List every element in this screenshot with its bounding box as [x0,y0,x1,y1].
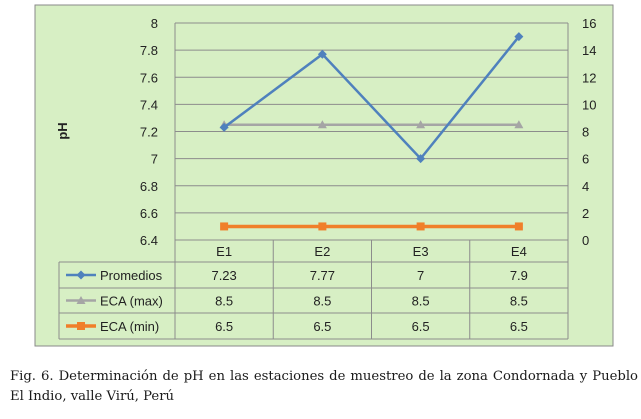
caption-text: Determinación de pH en las estaciones de… [10,369,638,404]
y-right-tick-label: 0 [582,233,589,248]
data-point-promedios [416,154,426,164]
y-left-tick-label: 6.6 [140,206,158,221]
table-value: 8.5 [313,294,331,309]
data-point-eca-min [220,222,229,231]
data-point-eca-min [514,222,523,231]
y-right-tick-label: 8 [582,125,589,140]
chart: 8 16 7.8 14 7.6 12 7.4 10 7.2 8 7 6 6.8 4 6.6 2 6.4 0 pH E1… [34,4,614,347]
caption-label: Fig. 6. [10,369,54,384]
table-value: 6.5 [215,319,233,334]
y-right-tick-label: 4 [582,179,589,194]
table-value: 6.5 [412,319,430,334]
y-left-tick-label: 6.8 [140,179,158,194]
table-value: 8.5 [215,294,233,309]
table-value: 7.77 [310,268,335,283]
table-value: 8.5 [412,294,430,309]
chart-panel: 8 16 7.8 14 7.6 12 7.4 10 7.2 8 7 6 6.8 4 6.6 2 6.4 0 pH E1… [34,4,614,347]
data-point-eca-min [416,222,425,231]
figure-caption: Fig. 6. Determinación de pH en las estac… [10,367,638,407]
legend-key-marker-promedios [76,270,86,280]
table-value: 7 [417,268,424,283]
y-left-tick-label: 7.6 [140,70,158,85]
table-value: 6.5 [510,319,528,334]
data-point-promedios [317,49,327,59]
y-right-tick-label: 16 [582,16,596,31]
data-point-eca-max [317,120,327,129]
category-label: E1 [216,244,232,259]
category-label: E3 [413,244,429,259]
legend-key-marker-eca-min [77,322,85,330]
y-right-tick-label: 10 [582,97,596,112]
data-point-eca-max [514,120,524,129]
y-left-tick-label: 7 [151,152,158,167]
category-label: E2 [314,244,330,259]
legend-label: ECA (max) [100,294,163,309]
y-right-tick-label: 14 [582,43,596,58]
table-value: 8.5 [510,294,528,309]
category-label: E4 [511,244,527,259]
table-value: 6.5 [313,319,331,334]
data-point-eca-max [416,120,426,129]
y-left-tick-label: 7.8 [140,43,158,58]
legend-label: Promedios [100,268,163,283]
legend-key-marker-eca-max [76,296,86,304]
data-point-eca-min [318,222,327,231]
y-right-tick-label: 6 [582,152,589,167]
chart-background [34,4,614,347]
y-axis-title: pH [55,122,70,139]
data-point-promedios [514,32,524,42]
table-value: 7.9 [510,268,528,283]
y-left-tick-label: 6.4 [140,233,158,248]
y-right-tick-label: 2 [582,206,589,221]
data-point-promedios [219,122,229,132]
series-line-promedios [223,35,520,161]
y-right-tick-label: 12 [582,70,596,85]
y-left-tick-label: 7.4 [140,97,158,112]
legend-label: ECA (min) [100,319,159,334]
y-left-tick-label: 8 [151,16,158,31]
table-value: 7.23 [211,268,236,283]
y-left-tick-label: 7.2 [140,125,158,140]
